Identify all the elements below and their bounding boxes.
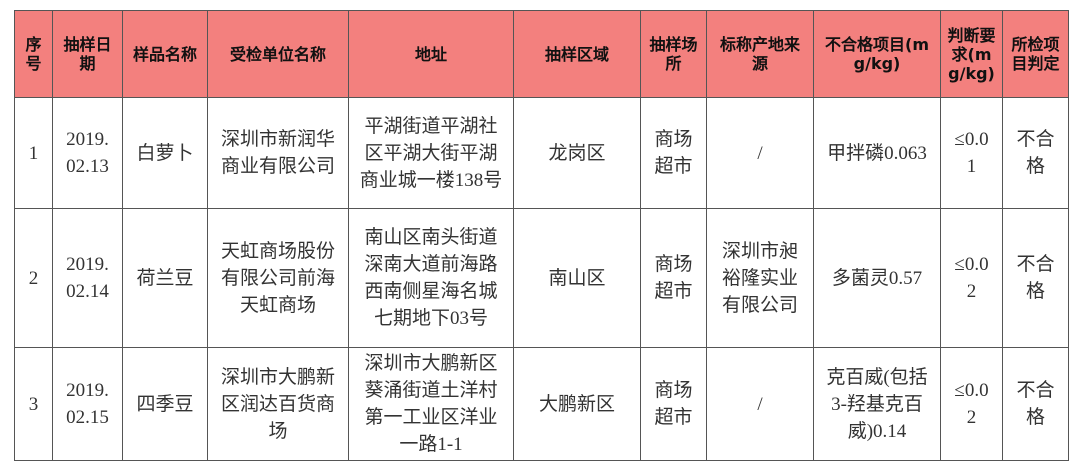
page: 序号 抽样日期 样品名称 受检单位名称 地址 抽样区域 抽样场所 标称产地来源 不合格项目(mg… [14, 10, 1069, 461]
table-cell: 2 [14, 208, 53, 348]
table-cell: 商场超市 [640, 347, 707, 461]
table-cell: 克百威(包括3-羟基克百威)0.14 [813, 347, 941, 461]
header-cell: 抽样区域 [513, 10, 641, 98]
table-cell: 商场超市 [640, 208, 707, 348]
table-cell: 2019.02.14 [52, 208, 123, 348]
table-cell: 1 [14, 97, 53, 209]
header-cell: 抽样日期 [52, 10, 123, 98]
table-cell: ≤0.02 [940, 347, 1003, 461]
table-cell: 南山区南头街道深南大道前海路西南侧星海名城七期地下03号 [348, 208, 514, 348]
table-cell: 四季豆 [122, 347, 208, 461]
header-cell: 抽样场所 [640, 10, 707, 98]
table-cell: 甲拌磷0.063 [813, 97, 941, 209]
table-cell: 荷兰豆 [122, 208, 208, 348]
table-cell: 深圳市新润华商业有限公司 [207, 97, 349, 209]
table-cell: 南山区 [513, 208, 641, 348]
table-cell: 2019.02.15 [52, 347, 123, 461]
header-cell: 判断要求(mg/kg) [940, 10, 1003, 98]
header-cell: 标称产地来源 [706, 10, 814, 98]
table-cell: 平湖街道平湖社区平湖大街平湖商业城一楼138号 [348, 97, 514, 209]
table-cell: ≤0.01 [940, 97, 1003, 209]
table-row: 2 2019.02.14 荷兰豆 天虹商场股份有限公司前海天虹商场 南山区南头街道深南大… [14, 208, 1069, 348]
header-cell: 序号 [14, 10, 53, 98]
header-cell: 受检单位名称 [207, 10, 349, 98]
table-cell: 天虹商场股份有限公司前海天虹商场 [207, 208, 349, 348]
table-body: 1 2019.02.13 白萝卜 深圳市新润华商业有限公司 平湖街道平湖社区平湖大街平湖… [14, 97, 1069, 461]
table-cell: 2019.02.13 [52, 97, 123, 209]
table-cell: 不合格 [1002, 97, 1069, 209]
header-cell: 不合格项目(mg/kg) [813, 10, 941, 98]
table-cell: 白萝卜 [122, 97, 208, 209]
table-cell: 多菌灵0.57 [813, 208, 941, 348]
table-cell: 大鹏新区 [513, 347, 641, 461]
table-cell: 深圳市大鹏新区葵涌街道土洋村第一工业区洋业一路1-1 [348, 347, 514, 461]
table-cell: 不合格 [1002, 347, 1069, 461]
table-cell: / [706, 347, 814, 461]
table-row: 3 2019.02.15 四季豆 深圳市大鹏新区润达百货商场 深圳市大鹏新区葵涌街道土洋… [14, 347, 1069, 461]
table-cell: 龙岗区 [513, 97, 641, 209]
header-cell: 地址 [348, 10, 514, 98]
header-cell: 所检项目判定 [1002, 10, 1069, 98]
table-cell: 3 [14, 347, 53, 461]
header-cell: 样品名称 [122, 10, 208, 98]
table-cell: / [706, 97, 814, 209]
header-row: 序号 抽样日期 样品名称 受检单位名称 地址 抽样区域 抽样场所 标称产地来源 不合格项目(mg… [14, 10, 1069, 98]
table-cell: 深圳市大鹏新区润达百货商场 [207, 347, 349, 461]
table-cell: ≤0.02 [940, 208, 1003, 348]
result-table: 序号 抽样日期 样品名称 受检单位名称 地址 抽样区域 抽样场所 标称产地来源 不合格项目(mg… [14, 10, 1069, 461]
table-cell: 不合格 [1002, 208, 1069, 348]
table-cell: 深圳市昶裕隆实业有限公司 [706, 208, 814, 348]
table-cell: 商场超市 [640, 97, 707, 209]
table-row: 1 2019.02.13 白萝卜 深圳市新润华商业有限公司 平湖街道平湖社区平湖大街平湖… [14, 97, 1069, 209]
